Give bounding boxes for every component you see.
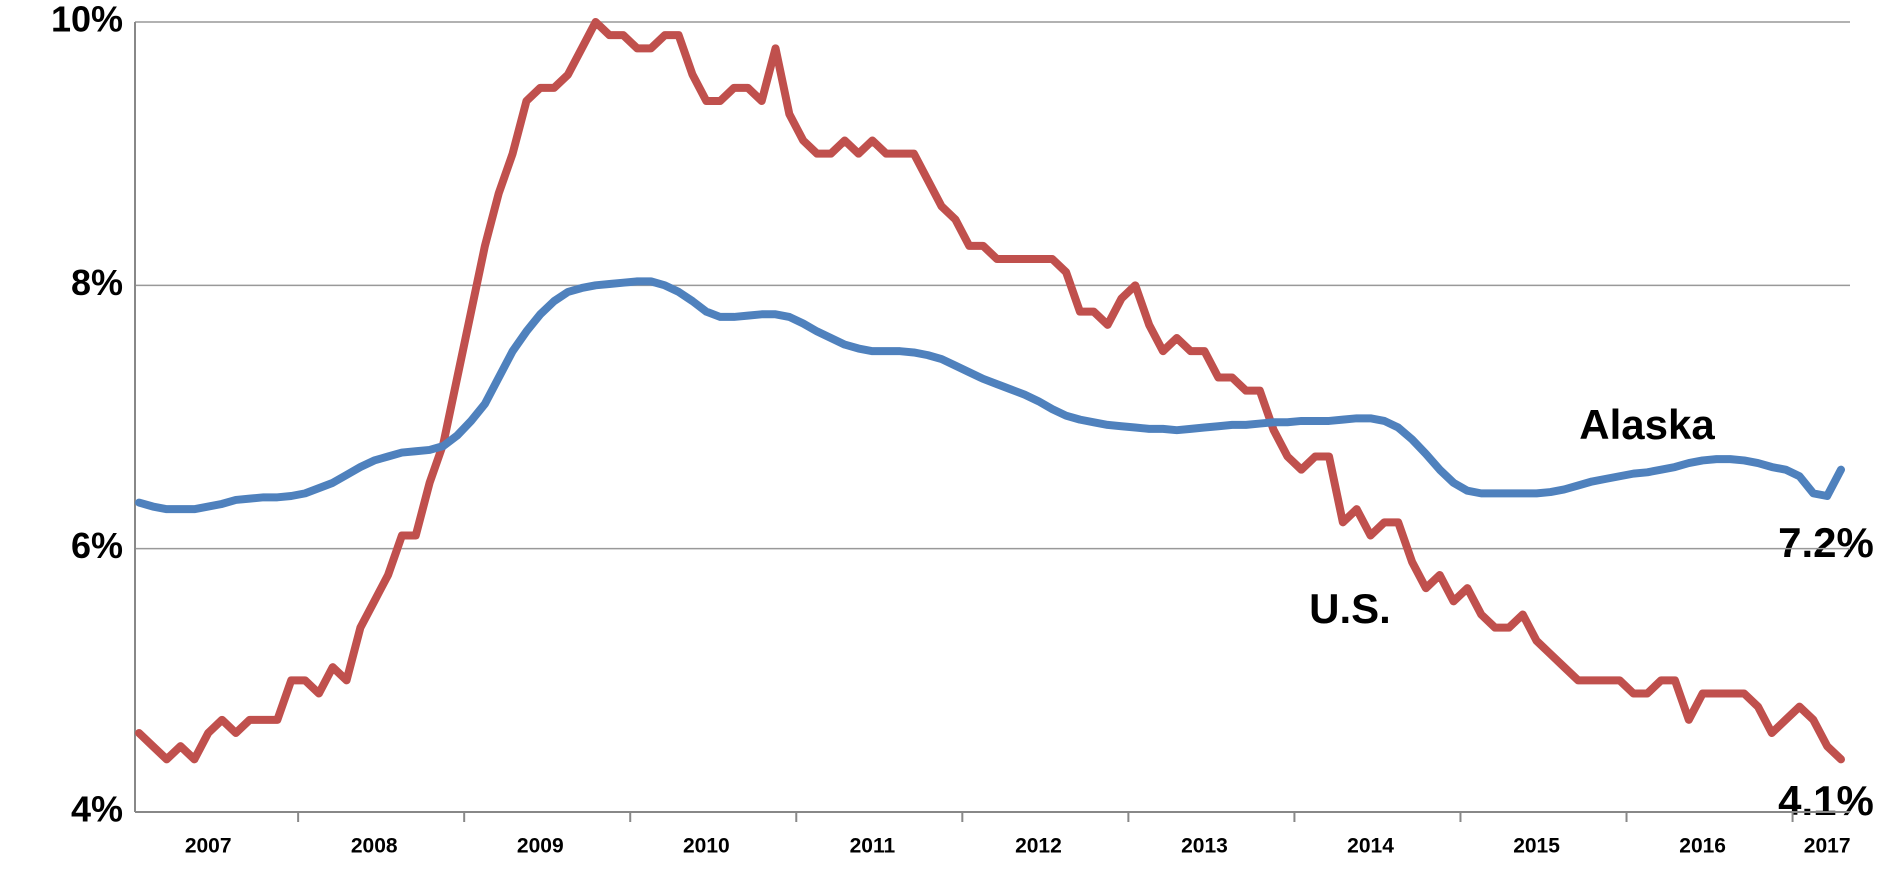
x-tick-label: 2007 bbox=[185, 835, 232, 858]
annotation: 4.1% bbox=[1778, 777, 1874, 824]
plot: 4% 6% 8% 10% 2007 2008 2009 2010 2011 2012 2013 201… bbox=[51, 0, 1851, 858]
y-tick-label: 6% bbox=[71, 525, 123, 566]
x-tick-label: 2013 bbox=[1181, 835, 1228, 858]
annotation: Alaska bbox=[1579, 401, 1715, 448]
series-line bbox=[135, 18, 1845, 764]
series-line bbox=[135, 277, 1845, 514]
x-tick-label: 2010 bbox=[683, 835, 730, 858]
annotation: 7.2% bbox=[1778, 519, 1874, 566]
y-tick-label: 4% bbox=[71, 789, 123, 830]
x-tick-label: 2015 bbox=[1513, 835, 1560, 858]
annotation: U.S. bbox=[1309, 585, 1391, 632]
y-tick-label: 8% bbox=[71, 262, 123, 303]
x-tick-label: 2017 bbox=[1804, 835, 1851, 858]
y-tick-label: 10% bbox=[51, 0, 123, 40]
x-tick-label: 2011 bbox=[850, 835, 896, 858]
x-tick-label: 2009 bbox=[517, 835, 564, 858]
x-tick-label: 2016 bbox=[1679, 835, 1726, 858]
x-tick-label: 2014 bbox=[1347, 835, 1394, 858]
x-tick-label: 2008 bbox=[351, 835, 398, 858]
x-tick-label: 2012 bbox=[1015, 835, 1062, 858]
